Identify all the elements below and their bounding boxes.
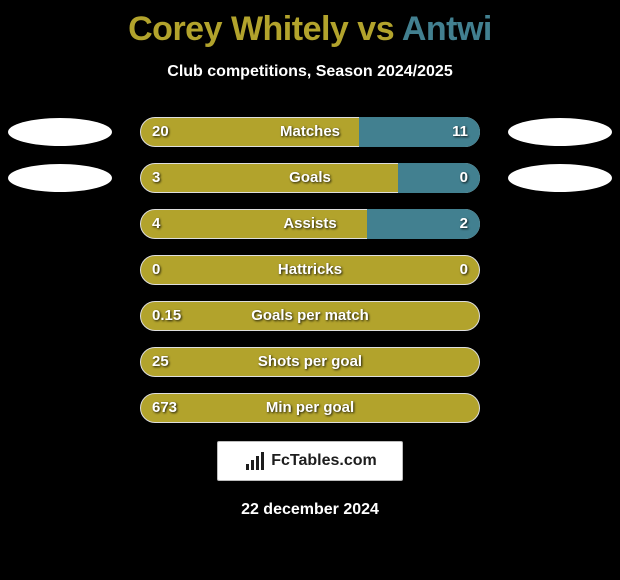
stat-bar: 0.15Goals per match <box>140 301 480 331</box>
stat-label: Shots per goal <box>140 347 480 377</box>
stat-row: 20Matches11 <box>0 117 620 147</box>
stat-value-right: 11 <box>452 117 468 147</box>
stat-bar: 25Shots per goal <box>140 347 480 377</box>
page-title: Corey Whitely vs Antwi <box>0 0 620 49</box>
stat-label: Hattricks <box>140 255 480 285</box>
stat-row: 4Assists2 <box>0 209 620 239</box>
bar-chart-icon <box>243 450 267 472</box>
stat-bar: 0Hattricks0 <box>140 255 480 285</box>
stat-bar: 3Goals0 <box>140 163 480 193</box>
stat-label: Goals <box>140 163 480 193</box>
stat-bar: 20Matches11 <box>140 117 480 147</box>
stat-row: 3Goals0 <box>0 163 620 193</box>
subtitle: Club competitions, Season 2024/2025 <box>0 63 620 81</box>
stat-row: 673Min per goal <box>0 393 620 423</box>
stat-label: Matches <box>140 117 480 147</box>
player2-badge-placeholder <box>508 164 612 192</box>
stats-bar-chart: 20Matches113Goals04Assists20Hattricks00.… <box>0 117 620 423</box>
stat-label: Assists <box>140 209 480 239</box>
date-text: 22 december 2024 <box>0 501 620 519</box>
stat-label: Min per goal <box>140 393 480 423</box>
stat-value-right: 0 <box>460 163 468 193</box>
player1-badge-placeholder <box>8 164 112 192</box>
player1-name: Corey Whitely <box>128 10 348 48</box>
stat-value-right: 2 <box>460 209 468 239</box>
player1-badge-placeholder <box>8 118 112 146</box>
stat-row: 0.15Goals per match <box>0 301 620 331</box>
player2-name: Antwi <box>402 10 492 48</box>
stat-bar: 4Assists2 <box>140 209 480 239</box>
vs-text: vs <box>357 10 394 48</box>
stat-value-right: 0 <box>460 255 468 285</box>
stat-bar: 673Min per goal <box>140 393 480 423</box>
stat-row: 0Hattricks0 <box>0 255 620 285</box>
attribution-text: FcTables.com <box>271 452 377 470</box>
stat-label: Goals per match <box>140 301 480 331</box>
player2-badge-placeholder <box>508 118 612 146</box>
stat-row: 25Shots per goal <box>0 347 620 377</box>
attribution-badge[interactable]: FcTables.com <box>217 441 403 481</box>
